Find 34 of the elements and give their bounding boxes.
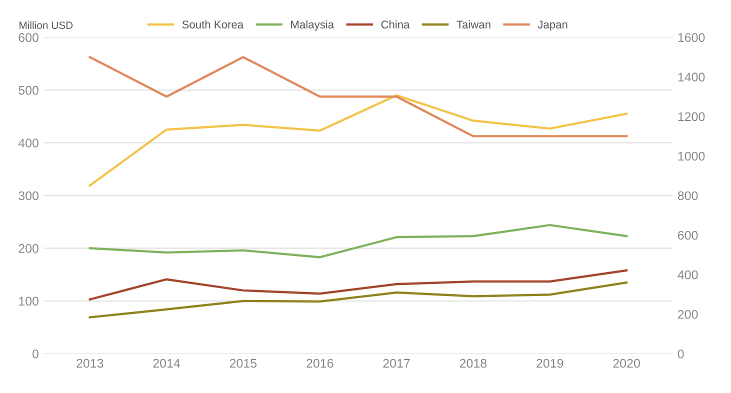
x-tick-label: 2013 xyxy=(76,358,104,368)
y-tick-label: 100 xyxy=(19,296,39,306)
legend-label: South Korea xyxy=(182,20,244,28)
y2-tick-label: 400 xyxy=(678,270,698,280)
y2-tick-label: 1400 xyxy=(678,72,705,82)
y-tick-label: 300 xyxy=(18,191,39,200)
line-series xyxy=(88,224,628,258)
y2-tick-label: 0 xyxy=(678,350,684,358)
x-tick-label: 2015 xyxy=(230,358,257,368)
x-tick-label: 2014 xyxy=(153,358,180,368)
y-tick-label: 600 xyxy=(18,33,39,42)
x-tick-label: 2017 xyxy=(383,358,410,368)
x-tick-label: 2019 xyxy=(536,358,564,368)
y2-tick-label: 600 xyxy=(678,230,698,240)
line-series xyxy=(88,281,628,318)
y2-tick-label: 1000 xyxy=(678,152,705,161)
x-tick-label: 2018 xyxy=(460,358,487,368)
y2-tick-label: 800 xyxy=(678,191,698,200)
y-tick-label: 400 xyxy=(18,138,39,148)
legend-label: Malaysia xyxy=(291,20,334,31)
y-tick-label: 0 xyxy=(32,350,39,358)
legend-label: China xyxy=(381,20,410,28)
x-tick-label: 2016 xyxy=(306,358,334,368)
y2-tick-label: 1200 xyxy=(678,112,705,122)
legend-label: Taiwan xyxy=(456,20,490,28)
y-tick-label: 500 xyxy=(18,86,39,95)
y-axis-title: Million USD xyxy=(20,21,73,29)
y-tick-label: 200 xyxy=(18,244,39,253)
line-series xyxy=(88,94,628,187)
y2-tick-label: 1600 xyxy=(678,33,705,42)
legend-label: Japan xyxy=(538,20,568,31)
y2-tick-label: 200 xyxy=(678,310,698,319)
x-tick-label: 2020 xyxy=(613,358,640,368)
line-series xyxy=(88,269,628,300)
